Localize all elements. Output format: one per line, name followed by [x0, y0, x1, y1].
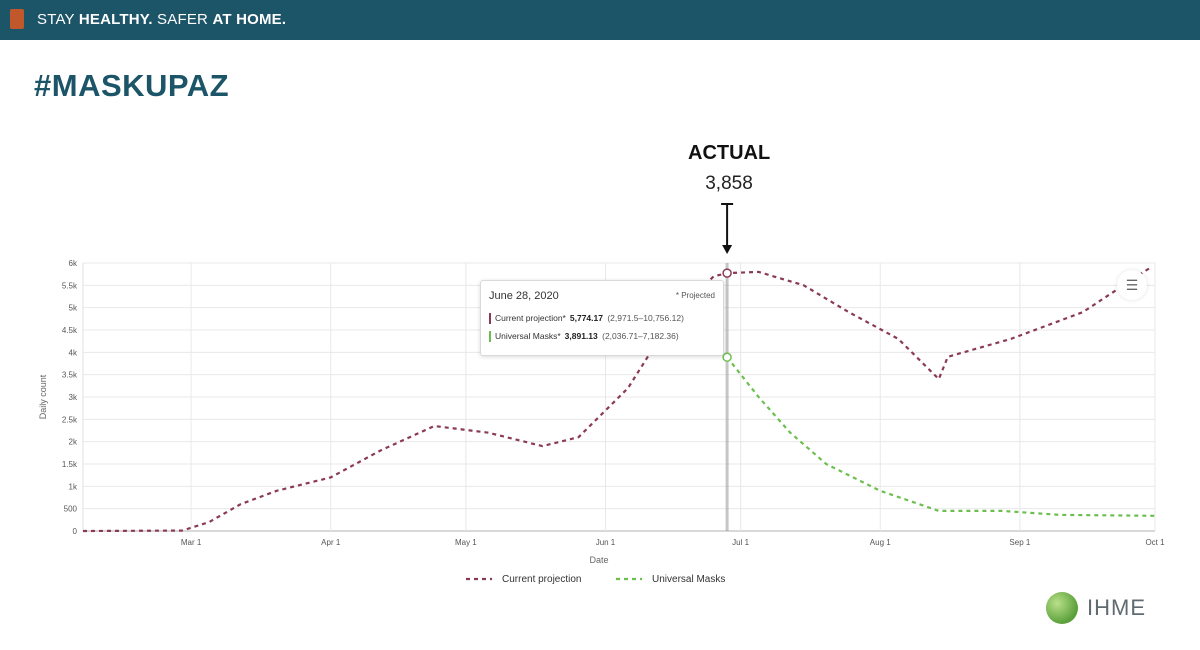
- actual-label: ACTUAL: [688, 142, 771, 164]
- tooltip-projected-note: * Projected: [675, 291, 715, 300]
- actual-value: 3,858: [705, 173, 753, 194]
- tooltip-row-value: 5,774.17: [569, 313, 603, 323]
- tooltip-row-name: Universal Masks*: [495, 331, 561, 341]
- y-tick-label: 4k: [69, 348, 78, 357]
- y-tick-label: 1.5k: [62, 460, 78, 469]
- chart-tooltip: June 28, 2020 * Projected Current projec…: [480, 280, 724, 356]
- x-tick-label: Apr 1: [321, 538, 341, 547]
- tooltip-row-name: Current projection*: [495, 313, 566, 323]
- y-tick-label: 1k: [69, 482, 78, 491]
- y-tick-label: 0: [73, 527, 78, 536]
- x-tick-label: Jul 1: [732, 538, 749, 547]
- top-banner: STAY HEALTHY. SAFER AT HOME.: [0, 0, 1200, 40]
- series-line-universal-masks: [726, 356, 1156, 517]
- x-tick-label: May 1: [455, 538, 477, 547]
- current-swatch: [489, 313, 491, 325]
- legend-label: Universal Masks: [652, 574, 725, 585]
- tooltip-row-value: 3,891.13: [564, 331, 598, 341]
- y-axis-title: Daily count: [38, 374, 48, 419]
- y-tick-label: 5k: [69, 304, 78, 313]
- y-tick-label: 2.5k: [62, 415, 78, 424]
- x-tick-label: Aug 1: [870, 538, 891, 547]
- y-tick-label: 500: [64, 505, 78, 514]
- tooltip-date: June 28, 2020: [489, 290, 559, 302]
- legend-label: Current projection: [502, 574, 581, 585]
- y-tick-label: 5.5k: [62, 281, 78, 290]
- y-tick-label: 2k: [69, 438, 78, 447]
- ihme-logo-text: IHME: [1087, 595, 1146, 620]
- tooltip-row-masks: Universal Masks* 3,891.13 (2,036.71–7,182…: [489, 331, 679, 343]
- slogan: STAY HEALTHY. SAFER AT HOME.: [37, 11, 287, 28]
- tooltip-row-ci: (2,036.71–7,182.36): [602, 331, 679, 341]
- masks-swatch: [489, 331, 491, 343]
- y-tick-label: 3.5k: [62, 371, 78, 380]
- x-axis-title: Date: [589, 555, 608, 565]
- y-tick-label: 6k: [69, 259, 78, 268]
- page-title: #MASKUPAZ: [34, 68, 230, 103]
- x-tick-label: Sep 1: [1009, 538, 1030, 547]
- ihme-logo-icon: [1046, 592, 1078, 624]
- actual-arrow-head: [722, 245, 733, 254]
- tooltip-row-ci: (2,971.5–10,756.12): [607, 313, 684, 323]
- y-tick-label: 4.5k: [62, 326, 78, 335]
- marker-current-projection: [722, 268, 732, 278]
- hamburger-menu-icon[interactable]: ☰: [1117, 270, 1147, 300]
- marker-universal-masks: [722, 352, 732, 362]
- x-tick-label: Jun 1: [596, 538, 616, 547]
- tooltip-row-current: Current projection* 5,774.17 (2,971.5–10,…: [489, 313, 684, 325]
- state-icon: [10, 9, 24, 29]
- x-tick-label: Oct 1: [1145, 538, 1165, 547]
- y-tick-label: 3k: [69, 393, 78, 402]
- x-tick-label: Mar 1: [181, 538, 202, 547]
